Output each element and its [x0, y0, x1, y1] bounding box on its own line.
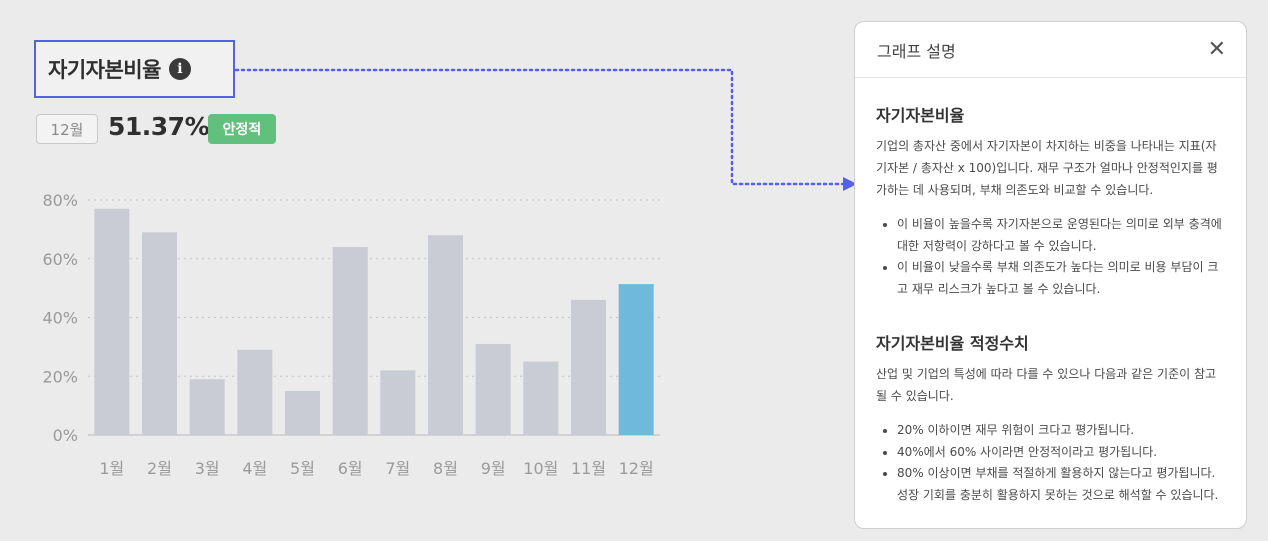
y-tick-label: 20%: [42, 367, 78, 386]
bar: [94, 208, 130, 435]
section-benchmark: 자기자본비율 적정수치 산업 및 기업의 특성에 따라 다를 수 있으나 다음과…: [876, 330, 1226, 506]
list-item: 40%에서 60% 사이라면 안정적이라고 평가됩니다.: [897, 442, 1226, 464]
x-tick-label: 2월: [147, 459, 172, 478]
period-badge: 12월: [36, 114, 98, 144]
section-description: 기업의 총자산 중에서 자기자본이 차지하는 비중을 나타내는 지표(자기자본 …: [876, 139, 1218, 197]
bullet-list: 이 비율이 높을수록 자기자본으로 운영된다는 의미로 외부 충격에 대한 저항…: [876, 214, 1226, 300]
bar: [189, 379, 225, 435]
x-tick-label: 1월: [99, 459, 124, 478]
ratio-value: 51.37%: [108, 112, 210, 141]
bar: [428, 235, 463, 435]
bullet-list: 20% 이하이면 재무 위험이 크다고 평가됩니다. 40%에서 60% 사이라…: [876, 420, 1226, 506]
x-tick-label: 5월: [290, 459, 315, 478]
metric-title-box: 자기자본비율 i: [34, 40, 235, 98]
panel-body: 자기자본비율 기업의 총자산 중에서 자기자본이 차지하는 비중을 나타내는 지…: [855, 78, 1246, 506]
y-tick-label: 40%: [42, 309, 78, 328]
bar: [523, 361, 559, 435]
list-item: 80% 이상이면 부채를 적절하게 활용하지 않는다고 평가됩니다. 성장 기회…: [897, 463, 1226, 506]
x-tick-label: 9월: [481, 459, 506, 478]
y-tick-label: 80%: [42, 191, 78, 210]
metric-title: 자기자본비율: [48, 58, 161, 82]
status-badge: 안정적: [208, 114, 276, 144]
bar: [380, 370, 416, 435]
x-tick-label: 11월: [571, 459, 606, 478]
bar-chart: 0% 20% 40% 60% 80% 1월 2월 3월 4월 5월 6월 7월 8월 9월 10월 11월 12…: [42, 191, 660, 478]
info-icon[interactable]: i: [168, 58, 191, 80]
list-item: 이 비율이 낮을수록 부채 의존도가 높다는 의미로 비용 부담이 크고 재무 …: [897, 257, 1226, 300]
x-tick-label: 3월: [195, 459, 220, 478]
panel-header: 그래프 설명 ✕: [855, 22, 1246, 78]
section-title: 자기자본비율: [876, 106, 965, 125]
bar: [571, 299, 606, 435]
x-tick-label: 10월: [523, 459, 558, 478]
section-title: 자기자본비율 적정수치: [876, 334, 1029, 353]
panel-title: 그래프 설명: [877, 41, 956, 61]
bar: [475, 343, 511, 435]
close-icon[interactable]: ✕: [1207, 36, 1226, 62]
x-tick-label: 4월: [242, 459, 267, 478]
graph-description-panel: 그래프 설명 ✕ 자기자본비율 기업의 총자산 중에서 자기자본이 차지하는 비…: [854, 21, 1247, 529]
bar: [237, 349, 273, 435]
bar: [142, 232, 177, 435]
y-tick-label: 0%: [53, 426, 78, 445]
section-description: 산업 및 기업의 특성에 따라 다를 수 있으나 다음과 같은 기준이 참고될 …: [876, 367, 1217, 403]
list-item: 이 비율이 높을수록 자기자본으로 운영된다는 의미로 외부 충격에 대한 저항…: [897, 214, 1226, 257]
bar: [618, 284, 654, 435]
section-definition: 자기자본비율 기업의 총자산 중에서 자기자본이 차지하는 비중을 나타내는 지…: [876, 102, 1226, 300]
x-tick-label: 12월: [619, 459, 654, 478]
x-tick-label: 7월: [385, 459, 410, 478]
list-item: 20% 이하이면 재무 위험이 크다고 평가됩니다.: [897, 420, 1226, 442]
x-tick-label: 6월: [338, 459, 363, 478]
y-tick-label: 60%: [42, 250, 78, 269]
bar: [285, 390, 320, 435]
bar: [332, 247, 368, 435]
x-tick-label: 8월: [433, 459, 458, 478]
